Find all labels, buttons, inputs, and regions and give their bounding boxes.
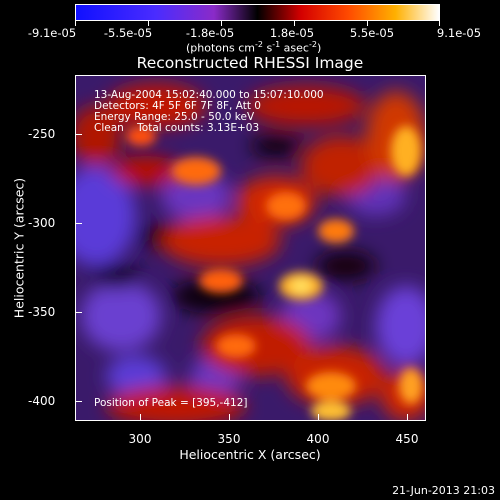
colorbar-tick-label: -1.8e-05 — [185, 26, 235, 40]
y-tick-label: -250 — [28, 127, 56, 141]
x-tick-label: 450 — [395, 432, 419, 446]
peak-position-text: Position of Peak = [395,-412] — [94, 397, 248, 409]
colorbar-tick-label: 5.5e-05 — [349, 26, 395, 40]
x-tick-label: 350 — [217, 432, 241, 446]
energy-range-text: Energy Range: 25.0 - 50.0 keV — [94, 111, 255, 123]
colorbar-gradient — [76, 5, 439, 20]
clean-counts-text: Clean Total counts: 3.13E+03 — [94, 122, 260, 134]
x-tick-label: 300 — [128, 432, 152, 446]
time-range-text: 13-Aug-2004 15:02:40.000 to 15:07:10.000 — [94, 89, 324, 101]
timestamp: 21-Jun-2013 21:03 — [392, 484, 495, 497]
y-tick-label: -400 — [28, 394, 56, 408]
reconstructed-image-map — [76, 76, 425, 420]
image-title: Reconstructed RHESSI Image — [136, 54, 364, 72]
colorbar-units: (photons cm-2 s-1 asec-2) — [186, 40, 322, 55]
x-tick-label: 400 — [306, 432, 330, 446]
x-axis-label: Heliocentric X (arcsec) — [179, 447, 321, 462]
y-axis-label: Heliocentric Y (arcsec) — [11, 177, 27, 319]
image-plot: 13-Aug-2004 15:02:40.000 to 15:07:10.000… — [75, 75, 426, 421]
colorbar — [75, 4, 440, 21]
y-tick-label: -300 — [28, 216, 56, 230]
detectors-text: Detectors: 4F 5F 6F 7F 8F, Att 0 — [94, 100, 261, 112]
y-tick-label: -350 — [28, 305, 56, 319]
colorbar-tick-label: 1.8e-05 — [269, 26, 315, 40]
colorbar-tick-label: 9.1e-05 — [436, 26, 482, 40]
colorbar-tick-label: -5.5e-05 — [103, 26, 153, 40]
colorbar-tick-label: -9.1e-05 — [27, 26, 77, 40]
